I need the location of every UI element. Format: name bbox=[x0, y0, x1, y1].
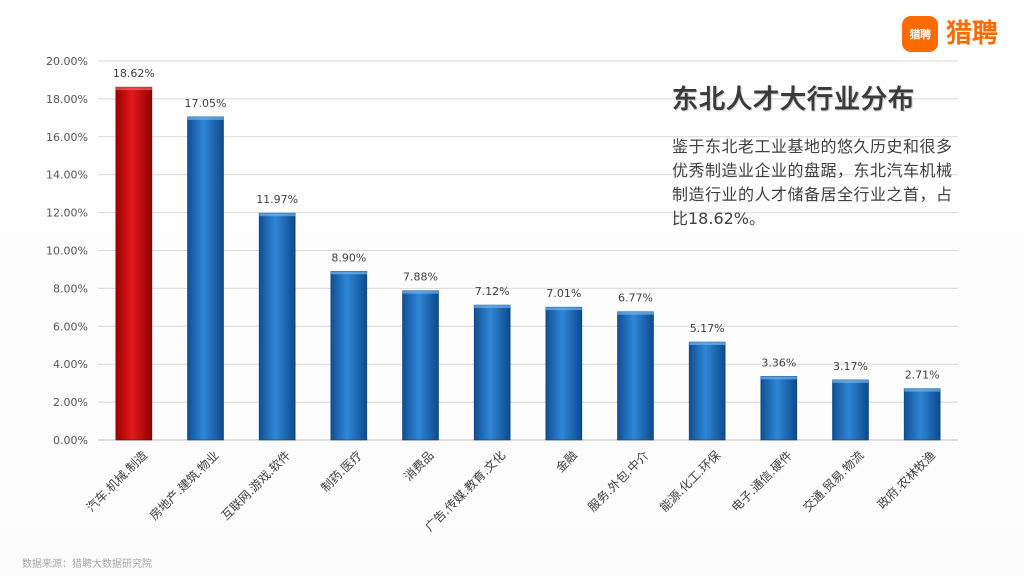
bar-cap bbox=[474, 305, 511, 309]
bar-8 bbox=[617, 311, 654, 441]
bar-cap bbox=[545, 307, 582, 311]
bar-cap bbox=[187, 116, 224, 120]
data-label: 17.05% bbox=[185, 97, 227, 110]
bar-2 bbox=[187, 116, 224, 441]
data-label: 3.36% bbox=[761, 356, 796, 369]
y-tick-label: 18.00% bbox=[46, 93, 88, 106]
y-tick-label: 10.00% bbox=[46, 245, 88, 258]
x-tick-label: 服务.外包.中介 bbox=[585, 448, 652, 515]
data-labels: 18.62% 17.05% 11.97% 8.90% 7.88% 7.12% 7.01% 6.… bbox=[113, 67, 940, 381]
bar-cap bbox=[689, 342, 726, 346]
y-tick-label: 4.00% bbox=[53, 358, 88, 371]
y-tick-label: 20.00% bbox=[46, 55, 88, 68]
bar-cap bbox=[832, 379, 869, 383]
bar-3 bbox=[258, 212, 296, 441]
page-title: 东北人才大行业分布 bbox=[672, 85, 916, 115]
bar-cap bbox=[115, 87, 152, 91]
data-label: 7.01% bbox=[546, 287, 581, 300]
x-tick-label: 消费品 bbox=[401, 448, 436, 483]
data-label: 5.17% bbox=[690, 322, 725, 335]
data-label: 18.62% bbox=[113, 67, 155, 80]
x-tick-label: 房地产.建筑.物业 bbox=[146, 448, 221, 523]
data-label: 2.71% bbox=[905, 369, 940, 382]
y-tick-label: 14.00% bbox=[46, 169, 88, 182]
bar-cap bbox=[760, 376, 797, 380]
x-tick-label: 政府.农林牧渔 bbox=[874, 448, 938, 512]
bars bbox=[115, 86, 941, 441]
bar-10 bbox=[760, 376, 798, 441]
bar-4 bbox=[330, 271, 368, 441]
y-tick-label: 2.00% bbox=[53, 396, 88, 409]
bar-7 bbox=[545, 306, 583, 441]
y-tick-label: 0.00% bbox=[53, 434, 88, 447]
y-tick-label: 8.00% bbox=[53, 282, 88, 295]
x-tick-label: 互联网.游戏.软件 bbox=[219, 448, 294, 523]
logo-text: 猎聘 bbox=[945, 19, 998, 49]
grid-lines bbox=[98, 60, 958, 441]
data-label: 3.17% bbox=[833, 360, 868, 373]
bar-5 bbox=[402, 290, 439, 441]
x-tick-label: 交通.贸易.物流 bbox=[800, 448, 867, 515]
data-label: 11.97% bbox=[256, 193, 298, 206]
bar-cap bbox=[617, 311, 654, 315]
y-axis-ticks: 0.00% 2.00% 4.00% 6.00% 8.00% 10.00% 12.00% 14.… bbox=[46, 55, 88, 447]
bar-12 bbox=[903, 388, 941, 441]
y-tick-label: 6.00% bbox=[53, 320, 88, 333]
y-tick-label: 16.00% bbox=[46, 131, 88, 144]
data-source-note: 数据来源：猎聘大数据研究院 bbox=[22, 559, 152, 570]
bar-cap bbox=[904, 388, 941, 392]
data-label: 6.77% bbox=[618, 292, 653, 305]
bar-11 bbox=[832, 379, 869, 441]
data-label: 7.12% bbox=[475, 285, 510, 298]
x-tick-label: 广告.传媒.教育.文化 bbox=[422, 448, 509, 535]
description-text: 鉴于东北老工业基地的悠久历史和很多优秀制造业企业的盘踞，东北汽车机械制造行业的人… bbox=[672, 137, 952, 228]
x-tick-label: 汽车.机械.制造 bbox=[83, 448, 150, 515]
bar-9 bbox=[688, 341, 726, 441]
bar-cap bbox=[402, 290, 439, 294]
logo-mark-icon: 猎聘 bbox=[901, 16, 938, 52]
x-tick-label: 制药.医疗 bbox=[318, 448, 365, 495]
liepin-logo: 猎聘 猎聘 bbox=[901, 14, 998, 54]
x-tick-label: 金融 bbox=[552, 448, 580, 476]
bar-cap bbox=[259, 213, 296, 217]
bar-6 bbox=[473, 304, 511, 441]
bar-cap bbox=[330, 271, 367, 275]
data-label: 8.90% bbox=[331, 251, 366, 264]
bar-1 bbox=[115, 86, 153, 441]
y-tick-label: 12.00% bbox=[46, 207, 88, 220]
x-tick-label: 电子.通信.硬件 bbox=[729, 448, 795, 514]
data-label: 7.88% bbox=[403, 271, 438, 284]
x-tick-label: 能源.化工.环保 bbox=[657, 448, 723, 514]
